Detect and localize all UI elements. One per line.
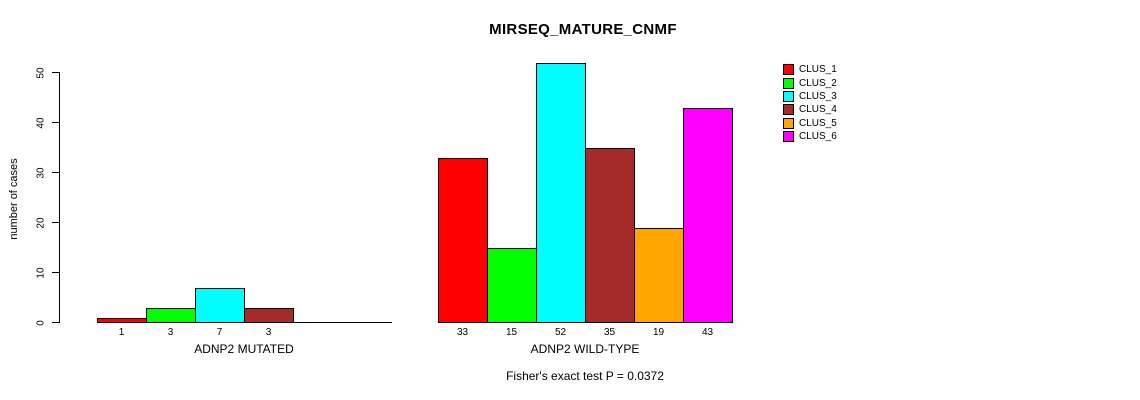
legend-label: CLUS_5 [799,117,837,129]
y-tick-label: 10 [35,266,47,279]
legend-swatch [783,64,794,76]
group-axis-label: ADNP2 MUTATED [194,342,294,356]
legend-item: CLUS_3 [783,90,837,103]
annotation-text: Fisher's exact test P = 0.0372 [506,369,664,383]
bar-clus_3 [195,288,245,323]
bar-value-label: 1 [118,327,125,338]
bar-value-label: 3 [265,327,272,338]
bar-clus_6 [683,108,733,323]
legend-item: CLUS_5 [783,117,837,130]
legend-item: CLUS_6 [783,130,837,143]
legend-item: CLUS_2 [783,76,837,89]
bar-value-label: 35 [603,327,616,338]
bar-value-label: 19 [652,327,665,338]
legend-swatch [783,104,794,116]
bar-clus_2 [146,308,196,323]
chart-title: MIRSEQ_MATURE_CNMF [489,21,677,38]
y-tick-label: 20 [35,216,47,229]
bar-clus_5 [634,228,684,323]
y-tick [52,172,59,173]
y-tick [52,72,59,73]
y-axis-line [59,72,60,323]
bar-value-label: 43 [701,327,714,338]
bar-clus_4 [585,148,635,323]
legend-swatch [783,77,794,89]
y-tick [52,322,59,323]
y-tick-label: 40 [35,116,47,129]
bar-clus_6 [342,322,392,323]
legend-item: CLUS_4 [783,103,837,116]
legend-item: CLUS_1 [783,63,837,76]
y-tick [52,272,59,273]
y-tick [52,122,59,123]
bar-value-label: 15 [505,327,518,338]
legend-label: CLUS_2 [799,77,837,89]
legend-label: CLUS_1 [799,64,837,76]
y-tick-label: 50 [35,66,47,79]
bar-clus_1 [438,158,488,323]
y-tick-label: 30 [35,166,47,179]
bar-clus_5 [293,322,343,323]
bar-value-label: 7 [216,327,223,338]
bar-clus_4 [244,308,294,323]
legend-swatch [783,90,794,102]
y-tick-label: 0 [35,319,47,326]
bar-value-label: 33 [456,327,469,338]
legend-label: CLUS_4 [799,104,837,116]
legend: CLUS_1 CLUS_2 CLUS_3 CLUS_4 CLUS_5 CLUS_6 [783,63,837,143]
legend-swatch [783,131,794,143]
y-tick [52,222,59,223]
legend-swatch [783,117,794,129]
y-axis-label: number of cases [8,158,20,240]
legend-label: CLUS_3 [799,90,837,102]
legend-label: CLUS_6 [799,131,837,143]
bar-value-label: 52 [554,327,567,338]
bar-value-label: 3 [167,327,174,338]
bar-clus_1 [97,318,147,323]
bar-clus_3 [536,63,586,323]
group-axis-label: ADNP2 WILD-TYPE [530,342,640,356]
bar-clus_2 [487,248,537,323]
